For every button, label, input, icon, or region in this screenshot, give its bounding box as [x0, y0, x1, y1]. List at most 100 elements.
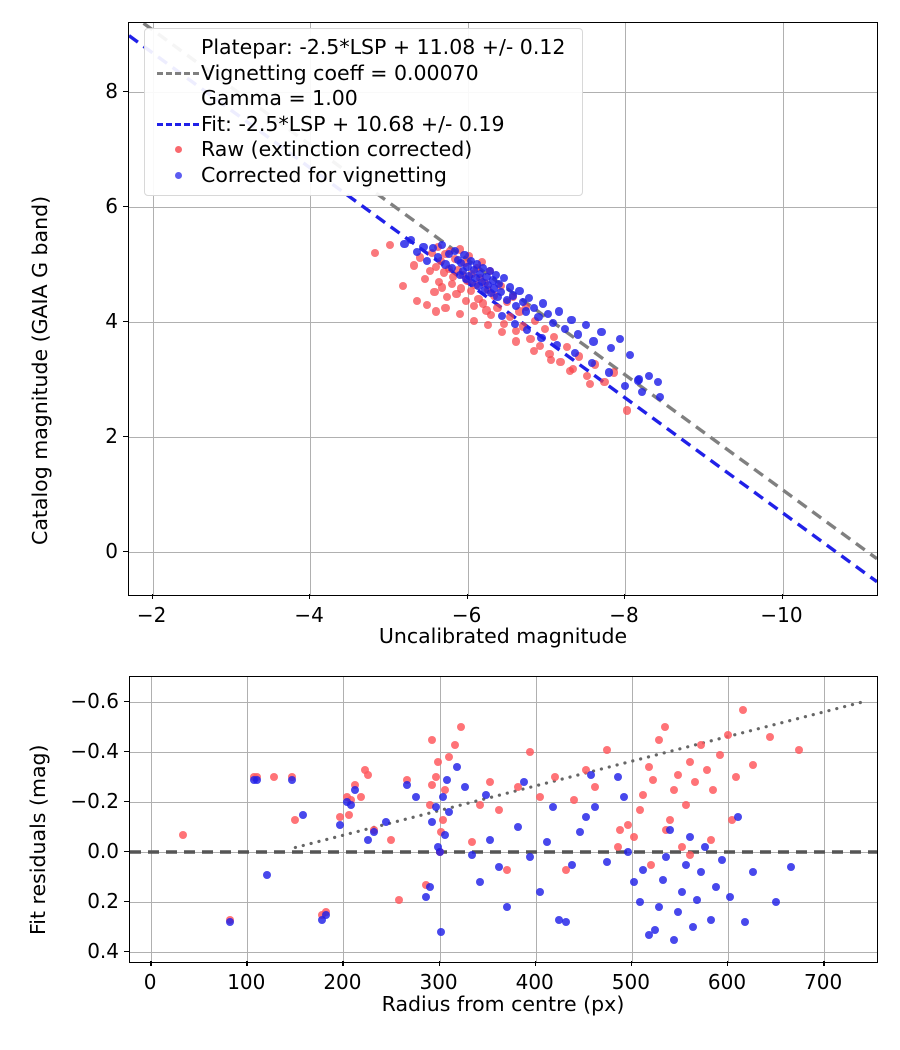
- data-point: [488, 276, 497, 285]
- data-point: [635, 805, 644, 814]
- gridline-vertical: [310, 23, 312, 595]
- x-tick-label: 100: [227, 970, 266, 994]
- data-point: [606, 344, 615, 353]
- data-point: [425, 267, 434, 276]
- data-point: [455, 245, 464, 254]
- data-point: [416, 253, 425, 262]
- data-point: [487, 289, 496, 298]
- data-point: [449, 272, 458, 282]
- data-point: [509, 291, 518, 300]
- data-point: [445, 753, 454, 761]
- data-point: [443, 775, 452, 784]
- gridline-vertical: [824, 677, 826, 962]
- data-point: [499, 320, 508, 329]
- trend-lines: [130, 700, 877, 854]
- data-point: [493, 292, 502, 301]
- data-point: [681, 860, 690, 869]
- data-point: [568, 860, 577, 869]
- data-point: [505, 313, 515, 322]
- data-point: [597, 328, 606, 337]
- y-tick: [123, 550, 128, 553]
- data-point: [435, 277, 444, 286]
- legend-item: Fit: -2.5*LSP + 10.68 +/- 0.19: [155, 112, 572, 138]
- data-point: [483, 321, 493, 330]
- data-point: [455, 309, 464, 318]
- data-point: [733, 813, 742, 821]
- data-point: [466, 256, 475, 266]
- data-point: [600, 377, 609, 386]
- data-point: [639, 790, 648, 799]
- data-point: [431, 307, 441, 316]
- data-point: [457, 259, 466, 268]
- legend-dot-red-icon: [155, 146, 201, 154]
- y-tick-label: −0.4: [70, 739, 119, 763]
- data-point: [461, 297, 471, 306]
- data-point: [270, 773, 279, 781]
- data-point: [581, 765, 590, 774]
- y-tick: [124, 951, 129, 953]
- data-point: [591, 803, 600, 811]
- y-tick: [124, 701, 129, 703]
- data-point: [591, 783, 600, 791]
- data-point: [616, 825, 625, 834]
- legend-item: Gamma = 1.00: [155, 86, 572, 112]
- data-point: [573, 330, 582, 339]
- x-tick: [150, 961, 152, 966]
- data-point: [468, 838, 477, 846]
- data-point: [402, 780, 411, 789]
- data-point: [479, 263, 488, 272]
- y-tick: [123, 205, 128, 208]
- data-point: [550, 773, 559, 781]
- data-point: [650, 925, 659, 934]
- y-tick-label: −0.2: [70, 789, 119, 813]
- data-point: [614, 773, 623, 781]
- data-point: [499, 274, 508, 283]
- gridline-horizontal: [130, 752, 877, 753]
- axis-title-y-residuals: Fit residuals (mag): [26, 744, 50, 935]
- data-point: [422, 300, 431, 309]
- data-point: [450, 246, 460, 255]
- data-point: [795, 745, 804, 754]
- data-point: [430, 287, 439, 297]
- data-point: [654, 903, 663, 911]
- data-point: [502, 903, 511, 911]
- data-point: [512, 337, 521, 346]
- data-point: [567, 315, 576, 324]
- data-point: [402, 775, 411, 784]
- x-tick-label: −8: [609, 603, 639, 627]
- data-point: [471, 274, 480, 283]
- data-point: [482, 272, 491, 282]
- data-point: [609, 368, 619, 377]
- plot-area-residuals: [129, 676, 878, 963]
- data-point: [526, 335, 535, 344]
- data-point: [445, 808, 454, 816]
- data-point: [554, 307, 563, 316]
- y-tick: [124, 901, 129, 903]
- gridline-horizontal: [130, 952, 877, 953]
- data-point: [291, 815, 300, 824]
- data-point: [725, 893, 734, 901]
- y-tick-label: 6: [105, 193, 118, 218]
- panel-photometric-calibration: Catalog magnitude (GAIA G band) Uncalibr…: [28, 22, 878, 648]
- data-point: [706, 835, 715, 844]
- y-tick-label: 8: [105, 78, 118, 103]
- data-point: [456, 723, 465, 731]
- data-point: [406, 236, 415, 245]
- data-point: [525, 853, 534, 861]
- data-point: [706, 915, 715, 924]
- data-point: [364, 770, 373, 779]
- data-point: [685, 833, 694, 841]
- data-point: [666, 825, 675, 834]
- data-point: [431, 262, 441, 271]
- data-point: [589, 337, 598, 346]
- data-point: [468, 850, 477, 859]
- data-point: [654, 735, 663, 744]
- data-point: [398, 282, 408, 291]
- data-point: [370, 828, 379, 836]
- x-tick-label: −10: [760, 603, 803, 627]
- data-point: [427, 818, 436, 826]
- y-tick-label: 4: [105, 308, 118, 333]
- data-point: [727, 815, 736, 824]
- data-point: [677, 888, 686, 896]
